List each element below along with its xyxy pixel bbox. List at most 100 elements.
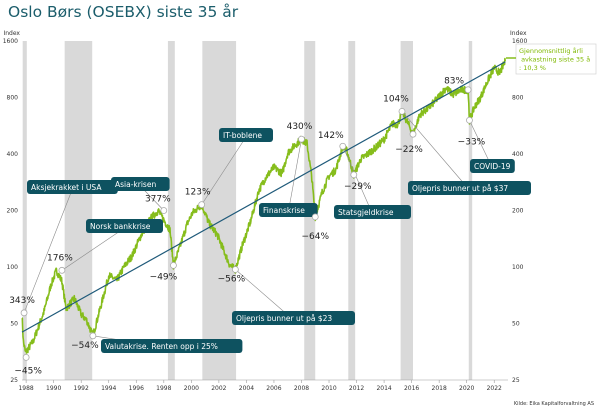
series-layer bbox=[21, 57, 506, 354]
y-tick-label-left: 1600 bbox=[3, 38, 18, 45]
y-tick-label-right: 400 bbox=[512, 151, 524, 158]
callout-label: IT-boblene bbox=[223, 131, 262, 140]
percent-label: −29% bbox=[344, 182, 372, 192]
peak-trough-marker bbox=[464, 86, 472, 94]
y-tick-label-left: 50 bbox=[10, 321, 18, 328]
percent-label: 104% bbox=[383, 94, 409, 104]
callout-label: Oljepris bunner ut på $37 bbox=[412, 184, 508, 193]
percent-label: −64% bbox=[301, 232, 329, 242]
crisis-band bbox=[167, 41, 175, 380]
percent-label: 142% bbox=[318, 131, 344, 141]
y-tick-label-right: 200 bbox=[512, 208, 524, 215]
callout-label: Asia-krisen bbox=[115, 180, 156, 189]
percent-label: −56% bbox=[218, 274, 246, 284]
x-tick-label: 1998 bbox=[156, 385, 171, 392]
callout-label: COVID-19 bbox=[474, 162, 511, 171]
callout-leader bbox=[23, 188, 73, 313]
percent-label: 176% bbox=[47, 253, 73, 263]
percent-label: −49% bbox=[150, 272, 178, 282]
callout-leader bbox=[342, 146, 373, 215]
percent-label: −54% bbox=[71, 341, 99, 351]
x-tick-label: 2008 bbox=[294, 385, 309, 392]
peak-trough-marker bbox=[170, 261, 177, 269]
callout-box bbox=[111, 177, 170, 191]
percent-label: −45% bbox=[14, 366, 42, 376]
x-tick-label: 2010 bbox=[321, 385, 336, 392]
peak-trough-marker bbox=[398, 107, 406, 115]
peak-trough-marker bbox=[339, 142, 347, 150]
callout-label: Finanskrise bbox=[263, 206, 305, 215]
y-tick-label-left: 25 bbox=[10, 377, 18, 384]
percent-label: 377% bbox=[145, 195, 171, 205]
axes: 25 25 50 50 100 100 200 200 400 400 800 800 1600 1600… bbox=[3, 30, 528, 392]
trend-line bbox=[21, 61, 506, 333]
peak-trough-marker bbox=[466, 116, 473, 124]
callout-box bbox=[86, 219, 163, 233]
callout-box bbox=[334, 205, 411, 219]
callouts-layer: Aksjekrakket i USA Norsk bankkrise Valutak… bbox=[23, 111, 531, 353]
y-tick-label-right: 50 bbox=[512, 321, 520, 328]
y-tick-label-left: 400 bbox=[7, 151, 19, 158]
x-tick-label: 2020 bbox=[459, 385, 474, 392]
x-tick-label: 2012 bbox=[349, 385, 364, 392]
y-tick-label-left: 800 bbox=[7, 95, 19, 102]
peak-trough-marker bbox=[160, 207, 168, 214]
peak-trough-marker bbox=[89, 332, 97, 340]
crisis-band bbox=[22, 41, 27, 380]
peak-trough-marker bbox=[198, 201, 206, 209]
callout-label: Valutakrise. Renten opp i 25% bbox=[105, 342, 218, 351]
callout-label: Statsgjeldkrise bbox=[338, 208, 394, 217]
callout-box bbox=[259, 203, 318, 217]
x-tick-label: 2018 bbox=[432, 385, 447, 392]
percent-label: 123% bbox=[185, 188, 211, 198]
peak-trough-marker bbox=[22, 353, 30, 361]
callout-box bbox=[101, 339, 243, 353]
y-tick-label-right: 25 bbox=[512, 377, 520, 384]
peak-trough-marker bbox=[311, 213, 319, 221]
x-tick-label: 1990 bbox=[46, 385, 61, 392]
percent-labels: 343% −45% 176% −54% 377% −49% 123% −56% 430% −64%… bbox=[9, 77, 485, 377]
callout-leader bbox=[201, 136, 247, 205]
peak-trough-marker bbox=[409, 130, 417, 138]
y-tick-label-left: 200 bbox=[7, 208, 19, 215]
chart-title: Oslo Børs (OSEBX) siste 35 år bbox=[8, 3, 239, 21]
x-tick-label: 2022 bbox=[487, 385, 502, 392]
callout-label: Oljepris bunner ut på $23 bbox=[236, 314, 332, 323]
x-tick-label: 2016 bbox=[404, 385, 419, 392]
x-tick-label: 2006 bbox=[266, 385, 281, 392]
osebx-line bbox=[21, 57, 506, 354]
x-tick-label: 2004 bbox=[239, 385, 254, 392]
percent-label: 343% bbox=[9, 296, 35, 306]
crisis-band bbox=[202, 41, 237, 380]
y-axis-label-right: Index bbox=[510, 30, 527, 37]
peak-trough-marker bbox=[20, 309, 28, 317]
y-tick-label-right: 800 bbox=[512, 95, 524, 102]
percent-label: 430% bbox=[287, 122, 313, 132]
x-tick-label: 2014 bbox=[376, 385, 391, 392]
percent-label: −33% bbox=[458, 137, 486, 147]
peak-trough-marker bbox=[298, 135, 305, 143]
legend-box bbox=[515, 43, 597, 75]
legend: Gjennomsnittlig årli avkastning siste 35… bbox=[506, 43, 597, 75]
legend-label: Gjennomsnittlig årli avkastning siste 35… bbox=[519, 46, 590, 72]
x-tick-label: 1988 bbox=[18, 385, 33, 392]
x-tick-label: 1994 bbox=[101, 385, 116, 392]
callout-box bbox=[219, 128, 273, 142]
y-axis-label-left: Index bbox=[3, 30, 20, 37]
callout-label: Norsk bankkrise bbox=[90, 222, 151, 231]
callout-box bbox=[232, 311, 355, 325]
crisis-band bbox=[468, 41, 473, 380]
callout-box bbox=[470, 159, 515, 173]
callout-box bbox=[27, 180, 118, 194]
crisis-band bbox=[64, 41, 93, 380]
source-note: Kilde: Eika Kapitalforvaltning AS bbox=[513, 401, 594, 407]
y-tick-label-right: 100 bbox=[512, 264, 524, 271]
peak-trough-marker bbox=[231, 266, 239, 273]
y-tick-label-right: 1600 bbox=[512, 38, 527, 45]
callout-leader bbox=[61, 227, 125, 271]
percent-label: 83% bbox=[444, 77, 464, 87]
percent-label: −22% bbox=[395, 145, 423, 155]
x-tick-label: 1992 bbox=[74, 385, 89, 392]
x-tick-label: 2002 bbox=[211, 385, 226, 392]
callout-box bbox=[408, 181, 531, 195]
